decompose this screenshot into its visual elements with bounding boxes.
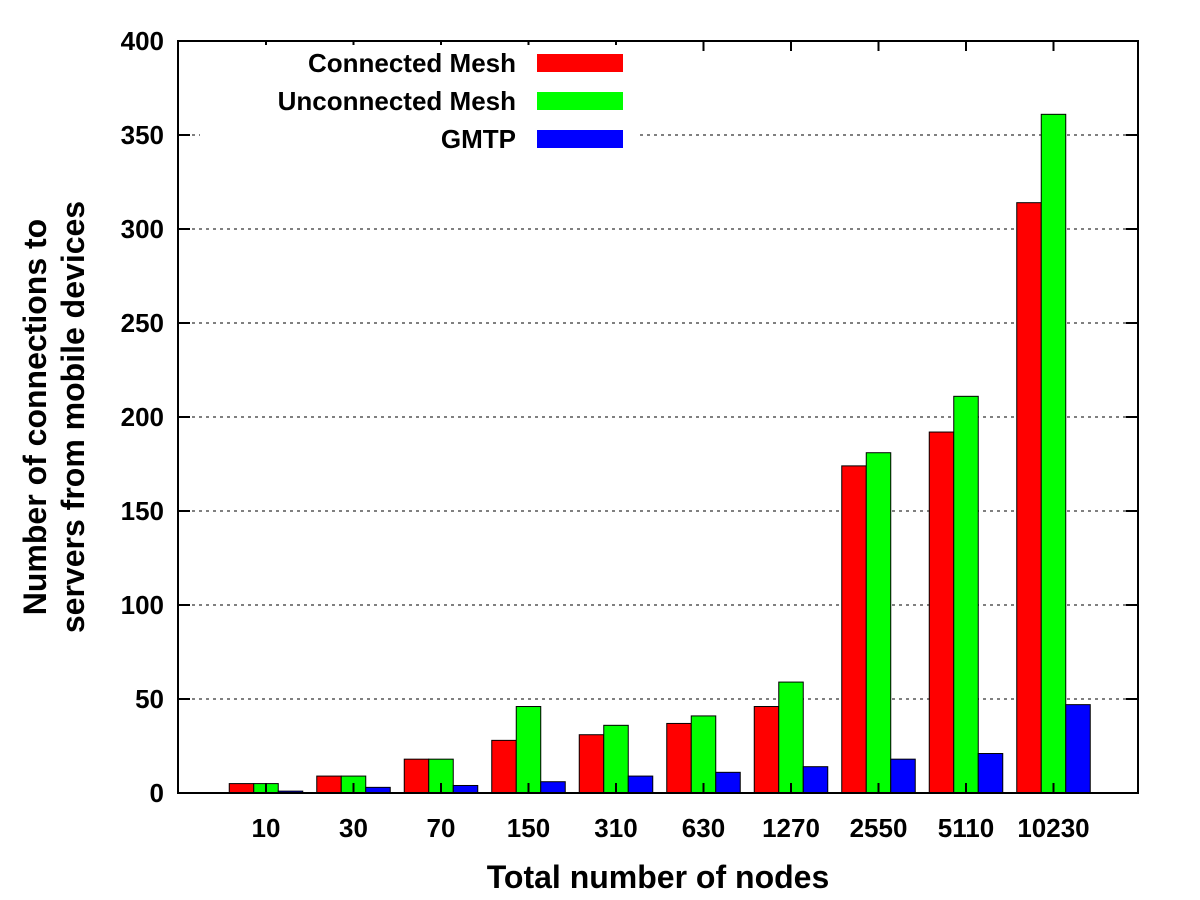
bar-connected-mesh-10230 [1016, 202, 1042, 794]
bar-unconnected-mesh-150 [515, 706, 542, 794]
x-tick-label: 30 [339, 813, 368, 843]
grid-layer [178, 134, 1138, 700]
bar-connected-mesh-2550 [841, 465, 867, 794]
bars-layer [228, 113, 1091, 794]
bar-connected-mesh-10 [228, 783, 255, 794]
bar-connected-mesh-5110 [928, 431, 955, 794]
x-tick-label: 70 [427, 813, 456, 843]
x-tick-label: 10 [252, 813, 281, 843]
y-axis-title-line: servers from mobile devices [55, 201, 91, 633]
bar-unconnected-mesh-10230 [1040, 113, 1067, 794]
bar-gmtp-10230 [1065, 704, 1091, 794]
bar-connected-mesh-150 [491, 739, 517, 794]
bar-connected-mesh-70 [403, 758, 430, 794]
bar-connected-mesh-30 [316, 775, 342, 794]
y-tick-label: 300 [121, 214, 164, 244]
x-tick-label: 10230 [1017, 813, 1089, 843]
legend-label: Unconnected Mesh [278, 86, 516, 116]
bar-connected-mesh-1270 [753, 706, 780, 794]
y-tick-label: 100 [121, 590, 164, 620]
y-tick-label: 250 [121, 308, 164, 338]
x-tick-label: 310 [594, 813, 637, 843]
y-axis-title: Number of connections toservers from mob… [17, 201, 91, 633]
bar-unconnected-mesh-630 [690, 715, 717, 794]
y-tick-label: 150 [121, 496, 164, 526]
bar-unconnected-mesh-310 [603, 724, 629, 794]
y-tick-label: 0 [150, 778, 164, 808]
legend-label: GMTP [441, 124, 516, 154]
plot-frame [177, 40, 1139, 794]
ticks-layer: 0 50 100 150 200 250 300 350 400 10 30 70 150 310 630 1… [121, 26, 1138, 843]
bar-gmtp-150 [540, 781, 566, 794]
legend-label: Connected Mesh [308, 48, 516, 78]
legend-swatch [537, 130, 623, 148]
bar-unconnected-mesh-2550 [865, 452, 892, 794]
x-tick-label: 5110 [938, 813, 994, 843]
bar-unconnected-mesh-5110 [953, 395, 979, 794]
bar-connected-mesh-630 [666, 722, 692, 794]
x-tick-label: 150 [507, 813, 550, 843]
bar-gmtp-1270 [802, 766, 829, 794]
x-tick-label: 1270 [762, 813, 820, 843]
y-tick-label: 400 [121, 26, 164, 56]
x-tick-label: 2550 [850, 813, 908, 843]
x-axis-title: Total number of nodes [487, 859, 830, 895]
y-tick-label: 350 [121, 120, 164, 150]
legend: Connected Mesh Unconnected Mesh GMTP [200, 45, 637, 154]
x-tick-label: 630 [682, 813, 725, 843]
bar-gmtp-5110 [977, 753, 1004, 794]
bar-gmtp-2550 [890, 758, 916, 794]
y-tick-label: 50 [135, 684, 164, 714]
legend-swatch [537, 92, 623, 110]
legend-swatch [537, 54, 623, 72]
y-tick-label: 200 [121, 402, 164, 432]
bar-gmtp-630 [715, 771, 741, 794]
bar-connected-mesh-310 [578, 734, 605, 794]
bar-gmtp-310 [627, 775, 654, 794]
bar-gmtp-70 [452, 784, 479, 794]
y-axis-title-line: Number of connections to [17, 219, 53, 615]
bar-unconnected-mesh-1270 [778, 681, 804, 794]
